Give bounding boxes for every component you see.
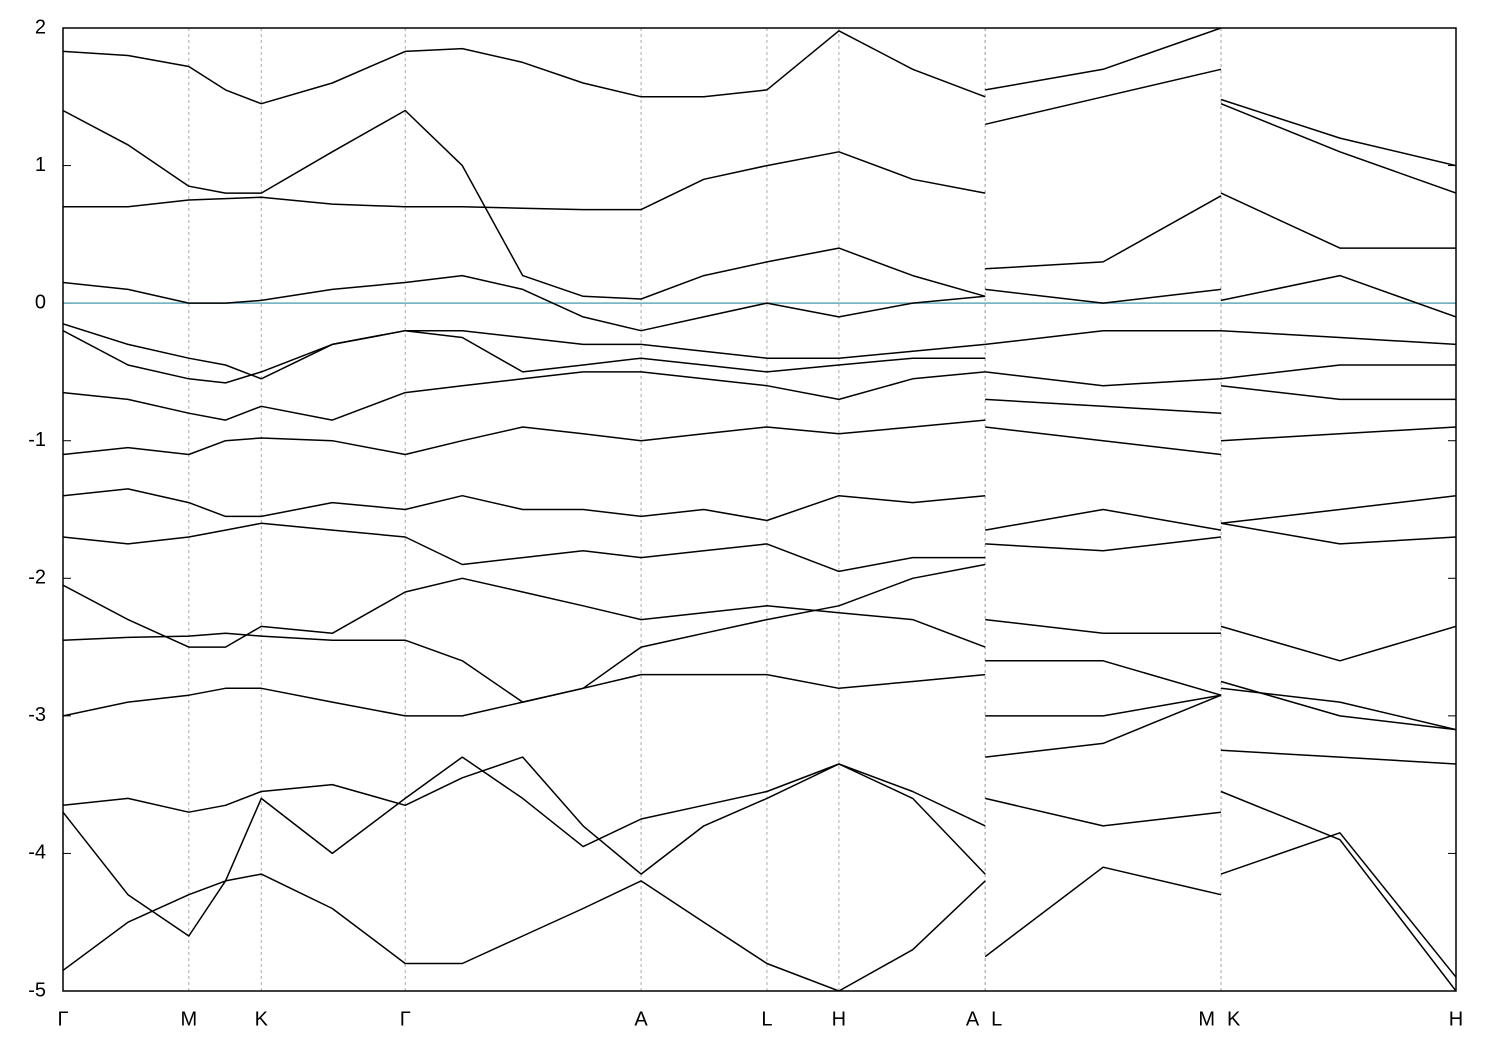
x-tick-label: A [634, 1008, 648, 1030]
bands [63, 28, 1456, 991]
x-tick-label: M [180, 1008, 197, 1030]
band-line [63, 68, 1456, 211]
band-line [63, 419, 1456, 456]
plot-frame [62, 27, 1457, 992]
y-tick-label: -4 [28, 842, 46, 864]
band-line [63, 323, 1456, 380]
x-tick-label: M [1198, 1008, 1215, 1030]
x-tick-label: K [1227, 1008, 1241, 1030]
x-tick-label: Γ [57, 1008, 68, 1030]
band-line [63, 756, 1456, 991]
y-tick-label: 2 [35, 16, 46, 38]
y-tick-label: -1 [28, 429, 46, 451]
x-tick-label: L [991, 1008, 1002, 1030]
x-tick-label: H [832, 1008, 846, 1030]
x-tick-label: K [255, 1008, 269, 1030]
axis-labels: 210-1-2-3-4-5Γ M K Γ A L H A L M K H [28, 16, 1463, 1030]
band-line [63, 488, 1456, 531]
band-line [63, 329, 1456, 387]
grid [63, 27, 1456, 992]
x-tick-label: L [761, 1008, 772, 1030]
band-line [63, 673, 1456, 765]
band-line [63, 563, 1456, 731]
y-tick-label: -3 [28, 704, 46, 726]
band-line [63, 28, 1456, 167]
band-line [63, 274, 1456, 332]
x-tick-label: A [966, 1008, 980, 1030]
band-line [63, 680, 1456, 937]
band-line [63, 522, 1456, 573]
y-tick-label: 0 [35, 291, 46, 313]
band-line [63, 109, 1456, 300]
y-tick-label: -2 [28, 567, 46, 589]
band-line [63, 371, 1456, 421]
x-tick-label: H [1449, 1008, 1463, 1030]
x-tick-label: Γ [400, 1008, 411, 1030]
band-line [63, 577, 1456, 662]
y-tick-label: -5 [28, 979, 46, 1001]
band-line [63, 832, 1456, 991]
y-tick-label: 1 [35, 154, 46, 176]
